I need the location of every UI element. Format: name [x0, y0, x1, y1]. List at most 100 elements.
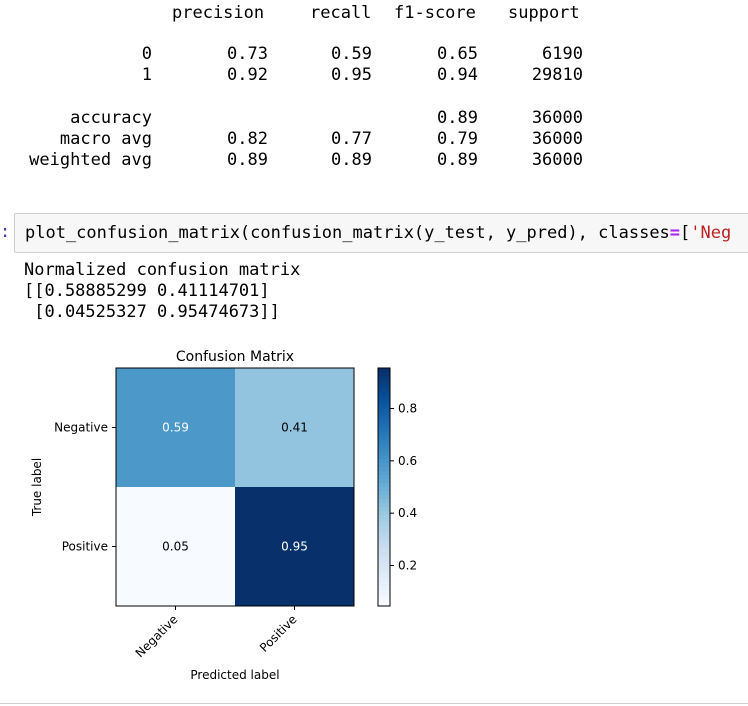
colorbar-segment	[378, 602, 390, 607]
colorbar-frame	[377, 367, 391, 607]
precision-value: 0.73	[227, 44, 268, 64]
colorbar-segment	[378, 546, 390, 552]
colorbar-segment	[378, 590, 390, 595]
colorbar-segment	[378, 379, 390, 385]
colorbar-segment	[378, 570, 390, 575]
header-precision: precision	[172, 3, 265, 23]
colorbar-tick-label: 0.8	[398, 401, 417, 415]
colorbar-segment	[378, 368, 390, 373]
colorbar-segment	[378, 391, 390, 397]
output-line-3: [0.04525327 0.95474673]]	[24, 302, 280, 322]
colorbar-tick-label: 0.4	[398, 506, 417, 520]
cell-divider	[0, 703, 748, 704]
colorbar-segment	[378, 598, 390, 603]
code-input-area[interactable]: plot_confusion_matrix(confusion_matrix(y…	[14, 213, 748, 253]
output-line-1: Normalized confusion matrix	[24, 260, 301, 280]
x-axis-label: Predicted label	[190, 668, 279, 682]
colorbar-segment	[378, 419, 390, 425]
f1-value: 0.94	[437, 65, 478, 85]
f1-value: 0.89	[437, 108, 478, 128]
colorbar-segment	[378, 582, 390, 587]
x-tick-label: Negative	[133, 612, 181, 660]
row-label: 0	[141, 44, 152, 64]
colorbar-segment	[378, 383, 390, 389]
chart-title: Confusion Matrix	[176, 349, 294, 365]
colorbar-segment	[378, 387, 390, 393]
colorbar-segment	[378, 443, 390, 448]
precision-value: 0.89	[227, 150, 268, 170]
y-tick-label: Negative	[54, 421, 108, 435]
colorbar-segment	[378, 506, 390, 512]
f1-value: 0.65	[437, 44, 478, 64]
colorbar-segment	[378, 526, 390, 532]
matrix-cell	[235, 487, 354, 606]
colorbar-segment	[378, 371, 390, 377]
colorbar-segment	[378, 431, 390, 437]
cell-value-label: 0.59	[162, 421, 189, 435]
colorbar-segment	[378, 415, 390, 421]
support-value: 29810	[531, 65, 583, 85]
colorbar-segment	[378, 502, 390, 508]
colorbar-segment	[378, 494, 390, 500]
header-recall: recall	[310, 3, 372, 23]
colorbar-segment	[378, 475, 390, 480]
matrix-cell	[116, 368, 235, 487]
colorbar-segment	[378, 403, 390, 409]
x-tick-label: Positive	[257, 612, 300, 655]
confusion-matrix-chart: Confusion Matrix 0.59 0.41 0.05 0.95 Negative…	[30, 349, 417, 682]
colorbar-segment	[378, 578, 390, 583]
cell-value-label: 0.05	[162, 540, 189, 554]
row-label: accuracy	[70, 108, 152, 128]
code-line[interactable]: plot_confusion_matrix(confusion_matrix(y…	[25, 223, 731, 243]
colorbar-segment	[378, 534, 390, 540]
colorbar-tick-label: 0.6	[398, 454, 417, 468]
colorbar-segment	[378, 566, 390, 571]
colorbar-segment	[378, 427, 390, 433]
colorbar-segment	[378, 447, 390, 452]
code-text: plot_confusion_matrix(confusion_matrix(y…	[25, 223, 670, 243]
colorbar-segment	[378, 455, 390, 460]
colorbar-segment	[378, 451, 390, 456]
colorbar-segment	[378, 395, 390, 401]
recall-value: 0.95	[331, 65, 372, 85]
colorbar-segment	[378, 574, 390, 579]
colorbar-segment	[378, 411, 390, 417]
row-label: macro avg	[59, 129, 152, 149]
precision-value: 0.92	[227, 65, 268, 85]
row-label: weighted avg	[29, 150, 152, 170]
colorbar-segment	[378, 554, 390, 559]
header-f1-score: f1-score	[394, 3, 476, 23]
code-string: 'Neg	[690, 223, 732, 243]
y-tick-label: Positive	[62, 540, 108, 554]
colorbar-segment	[378, 518, 390, 524]
colorbar-segment	[378, 530, 390, 536]
colorbar-segment	[378, 510, 390, 516]
cell-prompt: :	[0, 222, 11, 242]
matrix-cell	[116, 487, 235, 606]
colorbar-segment	[378, 558, 390, 563]
f1-value: 0.89	[437, 150, 478, 170]
support-value: 36000	[531, 108, 583, 128]
colorbar-tick-label: 0.2	[398, 559, 417, 573]
colorbar-segment	[378, 439, 390, 444]
colorbar-segment	[378, 538, 390, 544]
colorbar-segment	[378, 471, 390, 476]
colorbar-segment	[378, 522, 390, 528]
precision-value: 0.82	[227, 129, 268, 149]
colorbar-segment	[378, 490, 390, 496]
code-bracket: [	[680, 223, 691, 243]
code-operator: =	[669, 223, 681, 243]
matrix-cell	[235, 368, 354, 487]
y-axis-label: True label	[30, 458, 44, 517]
support-value: 6190	[542, 44, 583, 64]
support-value: 36000	[531, 129, 583, 149]
plot-frame	[115, 367, 355, 607]
colorbar-segment	[378, 463, 390, 468]
support-value: 36000	[531, 150, 583, 170]
colorbar-segment	[378, 514, 390, 520]
header-support: support	[508, 3, 580, 23]
colorbar-segment	[378, 423, 390, 429]
colorbar-segment	[378, 594, 390, 599]
colorbar-segment	[378, 487, 390, 492]
cell-value-label: 0.41	[281, 421, 308, 435]
